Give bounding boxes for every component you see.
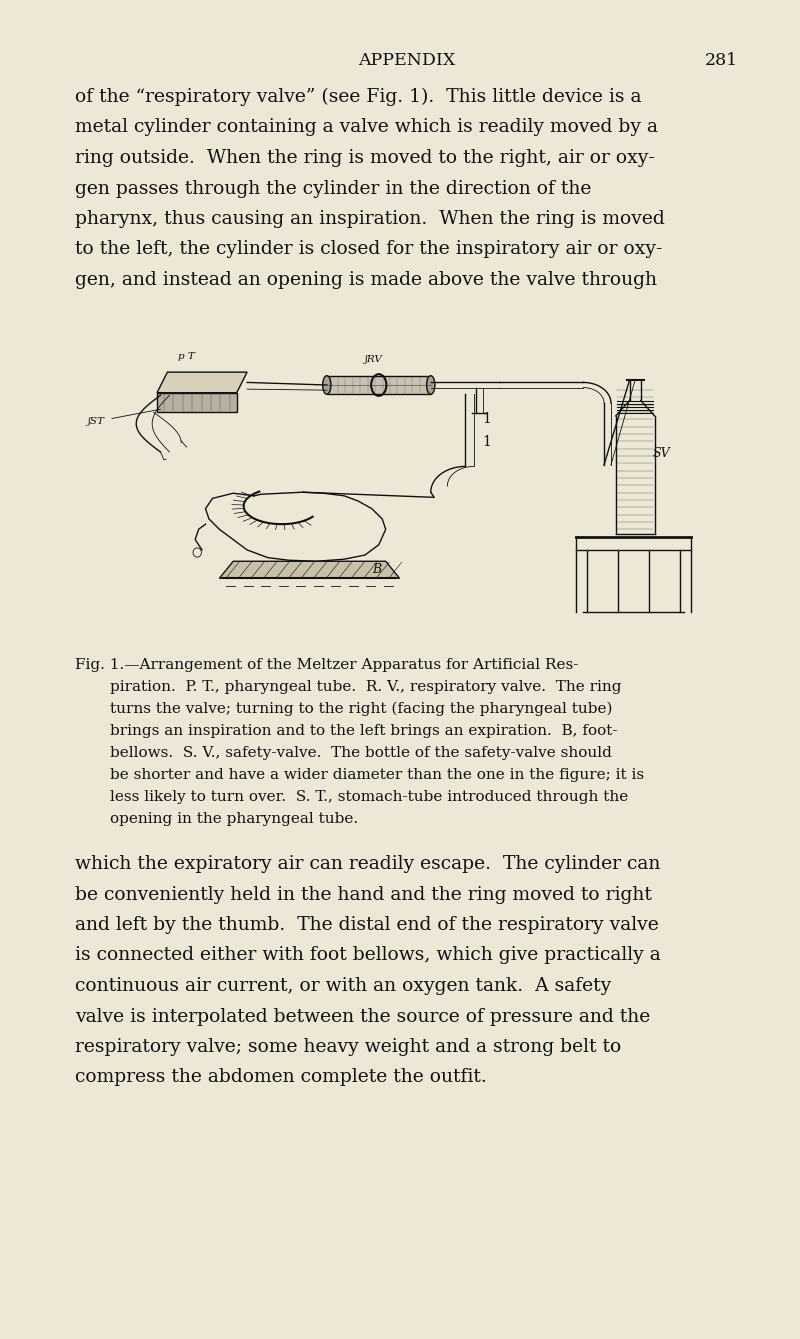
Text: bellows.  S. V., safety-valve.  The bottle of the safety-valve should: bellows. S. V., safety-valve. The bottle… — [110, 746, 612, 761]
Text: ʃRV: ʃRV — [365, 355, 382, 364]
Text: pharynx, thus causing an inspiration.  When the ring is moved: pharynx, thus causing an inspiration. Wh… — [75, 210, 665, 228]
Text: 1: 1 — [482, 435, 492, 449]
Polygon shape — [327, 376, 430, 394]
Text: less likely to turn over.  S. T., stomach-tube introduced through the: less likely to turn over. S. T., stomach… — [110, 790, 628, 803]
Polygon shape — [157, 392, 237, 412]
Ellipse shape — [426, 376, 435, 394]
Text: turns the valve; turning to the right (facing the pharyngeal tube): turns the valve; turning to the right (f… — [110, 702, 613, 716]
Text: ʃST: ʃST — [88, 416, 105, 426]
Text: p T: p T — [178, 352, 194, 362]
Text: B: B — [372, 564, 381, 576]
Text: gen passes through the cylinder in the direction of the: gen passes through the cylinder in the d… — [75, 179, 591, 197]
Text: compress the abdomen complete the outfit.: compress the abdomen complete the outfit… — [75, 1069, 486, 1086]
Text: metal cylinder containing a valve which is readily moved by a: metal cylinder containing a valve which … — [75, 118, 658, 137]
Text: be shorter and have a wider diameter than the one in the figure; it is: be shorter and have a wider diameter tha… — [110, 769, 644, 782]
Text: brings an inspiration and to the left brings an expiration.  B, foot-: brings an inspiration and to the left br… — [110, 724, 618, 738]
Polygon shape — [157, 372, 247, 392]
Text: opening in the pharyngeal tube.: opening in the pharyngeal tube. — [110, 811, 358, 826]
Text: Fig. 1.—Arrangement of the Meltzer Apparatus for Artificial Res-: Fig. 1.—Arrangement of the Meltzer Appar… — [75, 657, 578, 672]
Text: respiratory valve; some heavy weight and a strong belt to: respiratory valve; some heavy weight and… — [75, 1038, 622, 1056]
Text: is connected either with foot bellows, which give practically a: is connected either with foot bellows, w… — [75, 947, 661, 964]
Text: be conveniently held in the hand and the ring moved to right: be conveniently held in the hand and the… — [75, 885, 652, 904]
Text: 1: 1 — [482, 411, 492, 426]
Text: continuous air current, or with an oxygen tank.  A safety: continuous air current, or with an oxyge… — [75, 977, 611, 995]
Ellipse shape — [322, 376, 331, 394]
Text: piration.  P. T., pharyngeal tube.  R. V., respiratory valve.  The ring: piration. P. T., pharyngeal tube. R. V.,… — [110, 680, 622, 694]
Text: valve is interpolated between the source of pressure and the: valve is interpolated between the source… — [75, 1007, 650, 1026]
Text: and left by the thumb.  The distal end of the respiratory valve: and left by the thumb. The distal end of… — [75, 916, 658, 935]
Text: to the left, the cylinder is closed for the inspiratory air or oxy-: to the left, the cylinder is closed for … — [75, 241, 662, 258]
Text: gen, and instead an opening is made above the valve through: gen, and instead an opening is made abov… — [75, 270, 657, 289]
Text: ring outside.  When the ring is moved to the right, air or oxy-: ring outside. When the ring is moved to … — [75, 149, 655, 167]
Polygon shape — [219, 561, 399, 578]
Text: of the “respiratory valve” (see Fig. 1).  This little device is a: of the “respiratory valve” (see Fig. 1).… — [75, 88, 642, 106]
Text: APPENDIX: APPENDIX — [358, 52, 455, 70]
Text: SV: SV — [653, 447, 670, 461]
Text: 281: 281 — [705, 52, 738, 70]
Text: which the expiratory air can readily escape.  The cylinder can: which the expiratory air can readily esc… — [75, 856, 660, 873]
